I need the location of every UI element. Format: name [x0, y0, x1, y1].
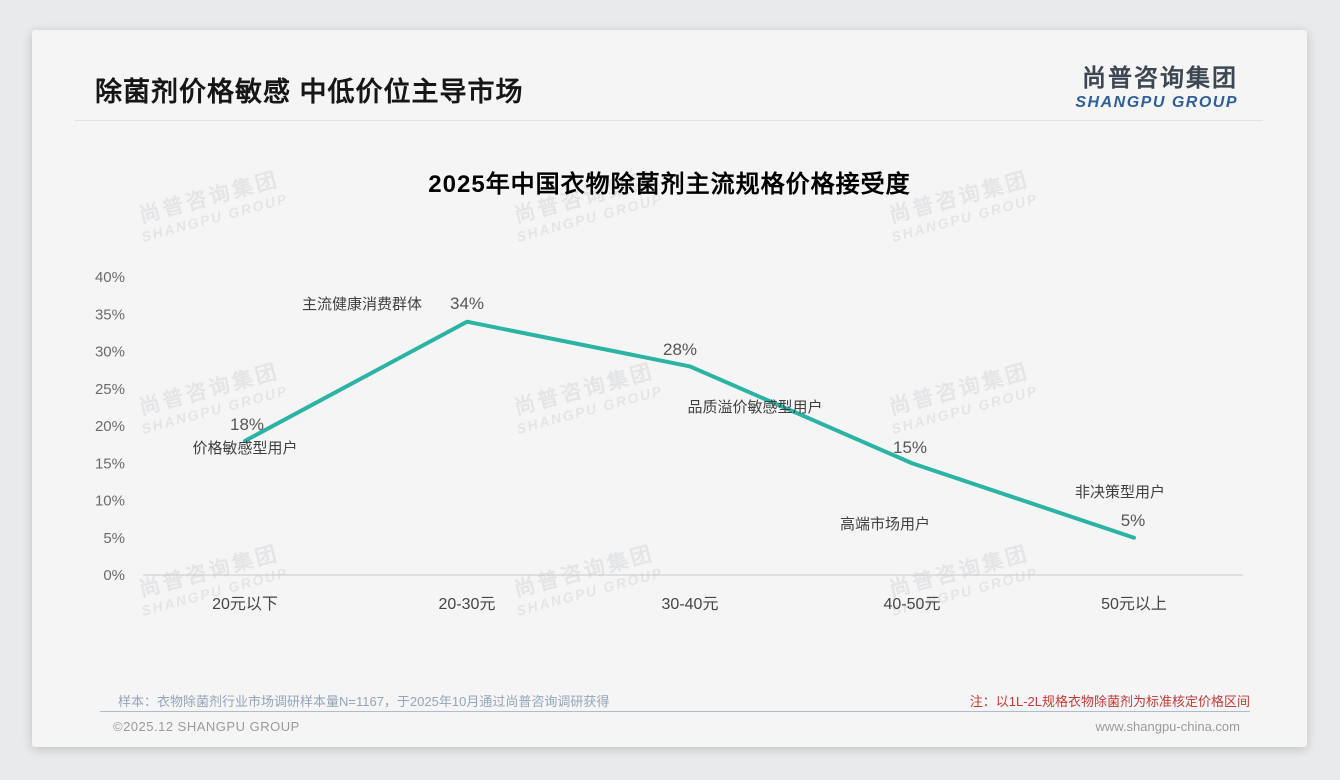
data-point-value-label: 34%: [450, 294, 484, 313]
x-axis-category-label: 20-30元: [439, 596, 496, 613]
data-point-value-label: 5%: [1121, 511, 1146, 530]
data-point-value-label: 15%: [893, 438, 927, 457]
segment-annotation-label: 高端市场用户: [840, 516, 930, 533]
segment-annotation-label: 非决策型用户: [1075, 484, 1165, 501]
segment-annotation-label: 主流健康消费群体: [302, 296, 422, 313]
y-axis-tick-label: 30%: [95, 344, 125, 361]
y-axis-tick-label: 20%: [95, 418, 125, 435]
y-axis-tick-label: 0%: [103, 567, 125, 584]
slide-title: 除菌剂价格敏感 中低价位主导市场: [95, 77, 524, 107]
y-axis-tick-label: 40%: [95, 269, 125, 286]
y-axis-tick-label: 5%: [103, 530, 125, 547]
y-axis-tick-label: 10%: [95, 493, 125, 510]
x-axis-category-label: 30-40元: [662, 596, 719, 613]
data-point-value-label: 28%: [663, 340, 697, 359]
acceptance-line-series: [243, 319, 1136, 540]
data-point-value-label: 18%: [230, 415, 264, 434]
y-axis-tick-label: 15%: [95, 455, 125, 472]
title-divider: [75, 120, 1263, 121]
x-axis-category-label: 40-50元: [884, 596, 941, 613]
company-logo: 尚普咨询集团 SHANGPU GROUP: [1075, 58, 1238, 112]
segment-annotation-label: 品质溢价敏感型用户: [687, 399, 822, 416]
x-axis-category-label: 20元以下: [212, 596, 278, 613]
y-axis-tick-label: 35%: [95, 306, 125, 323]
report-slide: 尚普咨询集团 SHANGPU GROUP 尚普咨询集团 SHANGPU GROUP 尚普…: [32, 30, 1307, 747]
logo-english-name: SHANGPU GROUP: [1075, 94, 1238, 111]
segment-annotation-label: 价格敏感型用户: [192, 440, 297, 457]
price-acceptance-line-chart: 40% 35% 30% 25% 20% 15% 10% 5% 0% 20元以下 20-30元 30-4…: [95, 269, 1243, 613]
logo-chinese-name: 尚普咨询集团: [1082, 65, 1238, 92]
chart-title: 2025年中国衣物除菌剂主流规格价格接受度: [428, 171, 911, 198]
x-axis-category-label: 50元以上: [1101, 595, 1167, 613]
y-axis-tick-label: 25%: [95, 381, 125, 398]
